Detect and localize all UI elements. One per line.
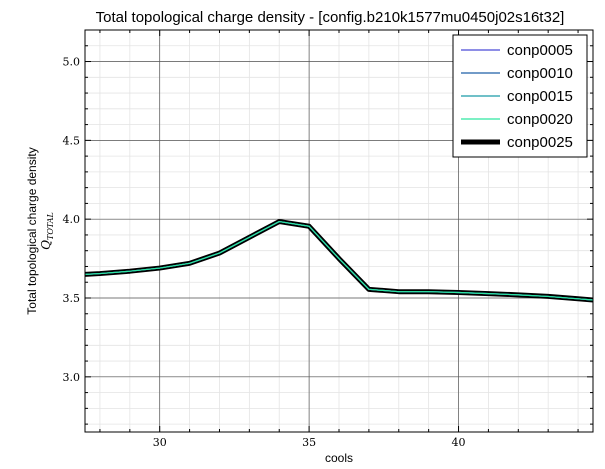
series-layer bbox=[85, 219, 593, 303]
y-axis-label: Total topological charge density bbox=[25, 147, 39, 314]
y-axis-sublabel: QTOTAL bbox=[39, 212, 55, 250]
x-tick-label: 30 bbox=[153, 436, 167, 449]
y-tick-label: 3.5 bbox=[63, 292, 81, 305]
legend-label-conp0020: conp0020 bbox=[507, 111, 573, 128]
legend-label-conp0005: conp0005 bbox=[507, 42, 573, 59]
series-line-conp0025 bbox=[85, 219, 593, 303]
y-sublabel-main: Q bbox=[39, 240, 53, 250]
chart-title: Total topological charge density - [conf… bbox=[96, 9, 565, 26]
legend: conp0005 conp0010 conp0015 conp0020 conp0025 bbox=[452, 34, 588, 158]
x-tick-labels: 30 35 40 bbox=[153, 436, 466, 449]
x-tick-label: 35 bbox=[302, 436, 316, 449]
series-line-conp0020 bbox=[85, 220, 593, 301]
x-axis-label: cools bbox=[325, 451, 353, 465]
series-line-conp0015 bbox=[85, 220, 593, 301]
legend-label-conp0025: conp0025 bbox=[507, 134, 573, 151]
y-sublabel-subscript: TOTAL bbox=[46, 212, 55, 240]
y-tick-label: 5.0 bbox=[63, 56, 81, 69]
y-tick-label: 4.5 bbox=[63, 134, 81, 147]
series-line-conp0005 bbox=[85, 220, 593, 301]
legend-box bbox=[452, 34, 588, 158]
legend-label-conp0010: conp0010 bbox=[507, 65, 573, 82]
series-line-conp0010 bbox=[85, 220, 593, 301]
axis-ticks bbox=[85, 29, 593, 432]
y-tick-labels: 3.0 3.5 4.0 4.5 5.0 bbox=[63, 56, 81, 384]
legend-label-conp0015: conp0015 bbox=[507, 88, 573, 105]
y-tick-label: 3.0 bbox=[63, 371, 81, 384]
x-tick-label: 40 bbox=[452, 436, 466, 449]
y-tick-label: 4.0 bbox=[63, 213, 81, 226]
